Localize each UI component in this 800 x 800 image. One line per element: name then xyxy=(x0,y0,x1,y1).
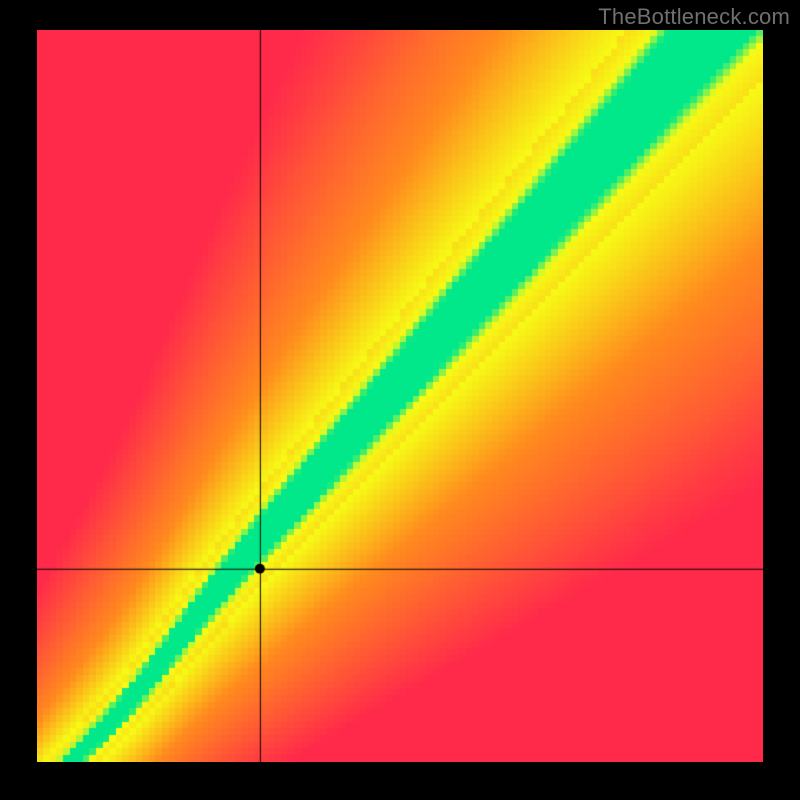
chart-container: TheBottleneck.com xyxy=(0,0,800,800)
heatmap-canvas xyxy=(37,30,763,762)
watermark-text: TheBottleneck.com xyxy=(598,4,790,30)
